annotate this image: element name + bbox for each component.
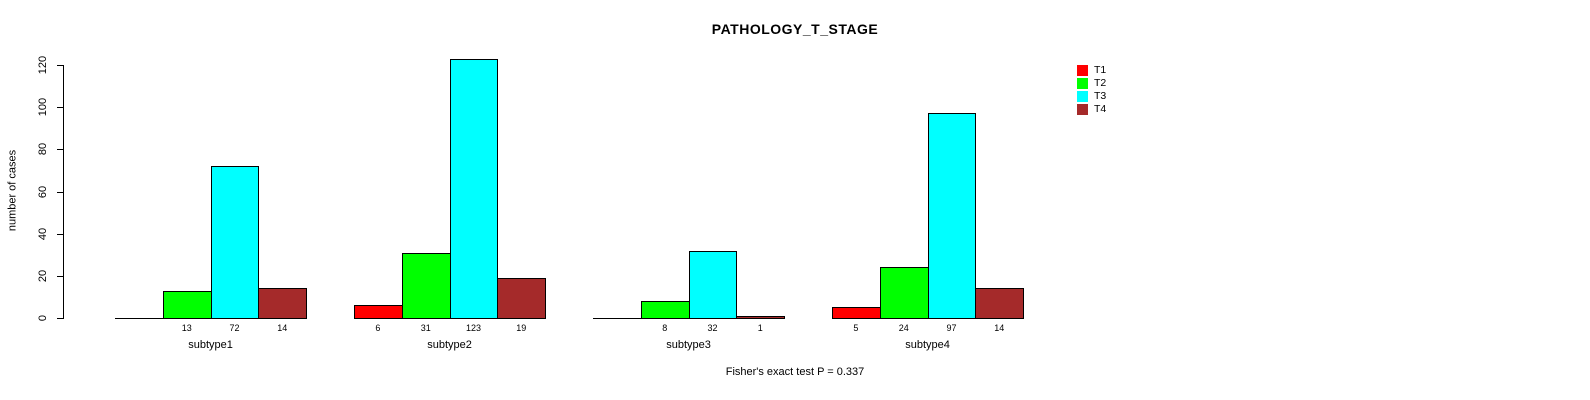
y-axis-tick-label: 20 [37,269,49,282]
legend-item-T3: T3 [1077,90,1106,103]
bar-subtype2-T1 [354,305,403,319]
bar-subtype2-T2 [401,252,451,319]
legend-item-T2: T2 [1077,77,1106,90]
bar-value-label: 13 [181,323,192,333]
legend-label: T1 [1094,64,1107,76]
y-axis-tick [57,275,63,277]
bar-subtype2-T3 [449,58,499,319]
bar-subtype3-T4 [736,315,786,319]
bar-value-label: 14 [994,323,1005,333]
bar-value-label: 31 [420,323,431,333]
category-label-subtype4: subtype4 [905,339,950,351]
bar-value-label: 5 [853,323,859,333]
chart-title: PATHOLOGY_T_STAGE [711,21,879,37]
bar-subtype1-T2 [162,290,212,319]
y-axis-label: number of cases [6,149,19,232]
category-label-subtype2: subtype2 [427,339,472,351]
bar-subtype4-T1 [832,307,881,319]
bar-subtype3-T3 [688,250,738,319]
bar-subtype3-T1 [593,318,642,319]
legend-swatch-icon [1077,65,1088,76]
y-axis-tick-label: 80 [37,143,49,156]
y-axis-tick [57,65,63,66]
fisher-test-annotation: Fisher's exact test P = 0.337 [725,366,865,378]
bar-subtype2-T4 [497,277,547,319]
category-label-subtype1: subtype1 [188,339,233,351]
bar-subtype4-T4 [975,288,1025,319]
legend-item-T4: T4 [1077,103,1106,116]
category-label-subtype3: subtype3 [666,339,711,351]
bar-value-label: 97 [946,323,957,333]
bar-subtype4-T3 [927,113,977,319]
y-axis-tick-label: 0 [37,314,49,322]
y-axis-tick-label: 100 [37,97,49,117]
legend-item-T1: T1 [1077,64,1106,77]
y-axis-line [63,65,64,319]
y-axis-tick-label: 40 [37,227,49,240]
bar-value-label: 14 [277,323,288,333]
bar-subtype4-T2 [879,267,929,319]
legend-label: T2 [1094,77,1107,89]
bar-subtype1-T4 [258,288,308,319]
y-axis-tick [57,149,63,151]
legend-swatch-icon [1077,91,1088,102]
bar-value-label: 123 [465,323,481,333]
bar-value-label: 19 [516,323,527,333]
bar-value-label: 72 [229,323,240,333]
y-axis-tick [57,191,63,193]
bar-value-label: 32 [707,323,718,333]
bar-subtype3-T2 [640,301,690,319]
y-axis-tick-label: 60 [37,185,49,198]
legend-label: T3 [1094,90,1107,102]
legend-label: T4 [1094,103,1107,115]
bar-value-label: 24 [898,323,909,333]
legend-swatch-icon [1077,104,1088,115]
bar-value-label: 6 [375,323,381,333]
y-axis-tick [57,233,63,235]
y-axis-tick [57,318,63,319]
bar-subtype1-T3 [210,166,260,319]
y-axis-tick-label: 120 [37,55,49,75]
legend-swatch-icon [1077,78,1088,89]
bar-subtype1-T1 [115,318,164,319]
bar-value-label: 1 [757,323,763,333]
legend: T1 T2 T3 T4 [1077,64,1106,116]
bar-value-label: 8 [662,323,668,333]
y-axis-tick [57,107,63,109]
